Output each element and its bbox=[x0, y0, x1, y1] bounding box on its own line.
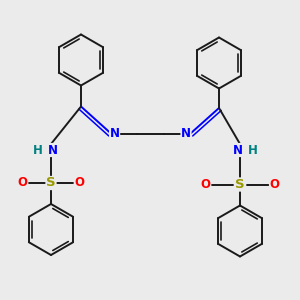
Text: O: O bbox=[17, 176, 28, 190]
Text: N: N bbox=[48, 143, 58, 157]
Text: O: O bbox=[74, 176, 85, 190]
Text: H: H bbox=[248, 143, 258, 157]
Text: N: N bbox=[233, 143, 243, 157]
Text: S: S bbox=[235, 178, 245, 191]
Text: N: N bbox=[181, 127, 191, 140]
Text: S: S bbox=[46, 176, 56, 190]
Text: N: N bbox=[110, 127, 120, 140]
Text: O: O bbox=[269, 178, 280, 191]
Text: O: O bbox=[200, 178, 211, 191]
Text: H: H bbox=[33, 143, 43, 157]
